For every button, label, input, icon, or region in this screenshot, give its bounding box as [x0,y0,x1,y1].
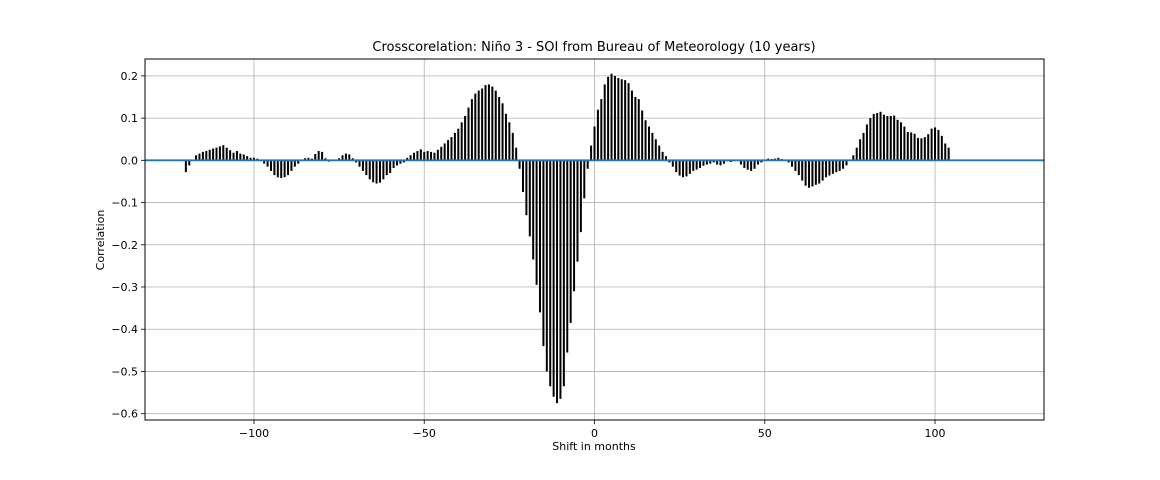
y-tick-label: −0.3 [111,281,138,294]
y-tick-label: 0.2 [121,70,139,83]
x-axis-label: Shift in months [552,440,636,453]
y-tick-label: 0.0 [121,154,139,167]
y-tick-label: −0.6 [111,408,138,421]
y-tick-label: −0.1 [111,197,138,210]
x-tick-label: −100 [239,427,269,440]
x-tick-label: 0 [591,427,598,440]
x-axis-ticks: −100 −50 0 50 100 [239,420,946,440]
chart-title: Crosscorelation: Niño 3 - SOI from Burea… [372,40,815,55]
x-tick-label: −50 [413,427,436,440]
y-tick-label: −0.2 [111,239,138,252]
y-axis-ticks: 0.2 0.1 0.0 −0.1 −0.2 −0.3 −0.4 −0.5 −0.6 [111,70,145,421]
x-tick-label: 50 [758,427,772,440]
y-tick-label: −0.5 [111,365,138,378]
x-tick-label: 100 [925,427,946,440]
correlation-bars [184,73,950,404]
y-tick-label: −0.4 [111,323,138,336]
y-tick-label: 0.1 [121,112,139,125]
y-axis-label: Correlation [94,210,107,271]
grid-lines [145,59,1044,420]
